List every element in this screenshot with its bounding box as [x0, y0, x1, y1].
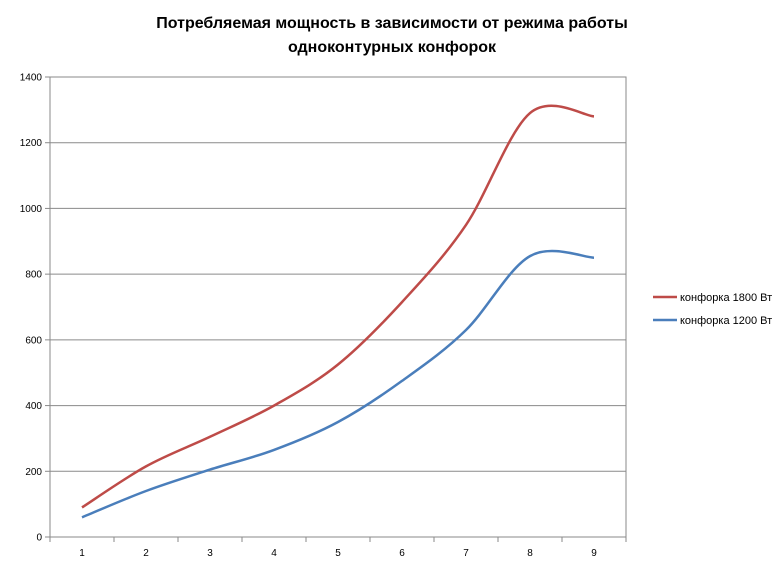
x-tick-label: 3 [207, 548, 213, 559]
x-tick-label: 8 [527, 548, 533, 559]
gridlines [45, 76, 627, 542]
chart-title-line-1: Потребляемая мощность в зависимости от р… [156, 15, 628, 32]
y-axis-tick-labels: 0 200 400 600 800 1000 1200 1400 [20, 73, 43, 544]
x-tick-label: 5 [335, 548, 341, 559]
series-lines [81, 104, 595, 519]
series-line-2 [81, 249, 595, 519]
y-tick-label: 600 [25, 335, 42, 346]
y-tick-label: 1000 [20, 204, 43, 215]
x-tick-label: 1 [79, 548, 85, 559]
chart-title-line-2: одноконтурных конфорок [288, 39, 497, 56]
y-tick-label: 0 [36, 533, 42, 544]
x-axis-tick-labels: 1 2 3 4 5 6 7 8 9 [79, 548, 597, 559]
x-tick-label: 2 [143, 548, 149, 559]
y-tick-label: 200 [25, 467, 42, 478]
y-tick-label: 400 [25, 401, 42, 412]
x-tick-label: 6 [399, 548, 405, 559]
x-tick-label: 9 [591, 548, 597, 559]
y-tick-label: 800 [25, 270, 42, 281]
plot-area [49, 76, 627, 538]
series-line-1 [81, 104, 595, 509]
legend-label: конфорка 1200 Вт [680, 315, 772, 327]
x-tick-label: 7 [463, 548, 469, 559]
y-tick-label: 1400 [20, 73, 43, 84]
legend: конфорка 1800 Вт конфорка 1200 Вт [653, 292, 772, 327]
legend-label: конфорка 1800 Вт [680, 292, 772, 304]
y-tick-label: 1200 [20, 138, 43, 149]
x-tick-label: 4 [271, 548, 277, 559]
